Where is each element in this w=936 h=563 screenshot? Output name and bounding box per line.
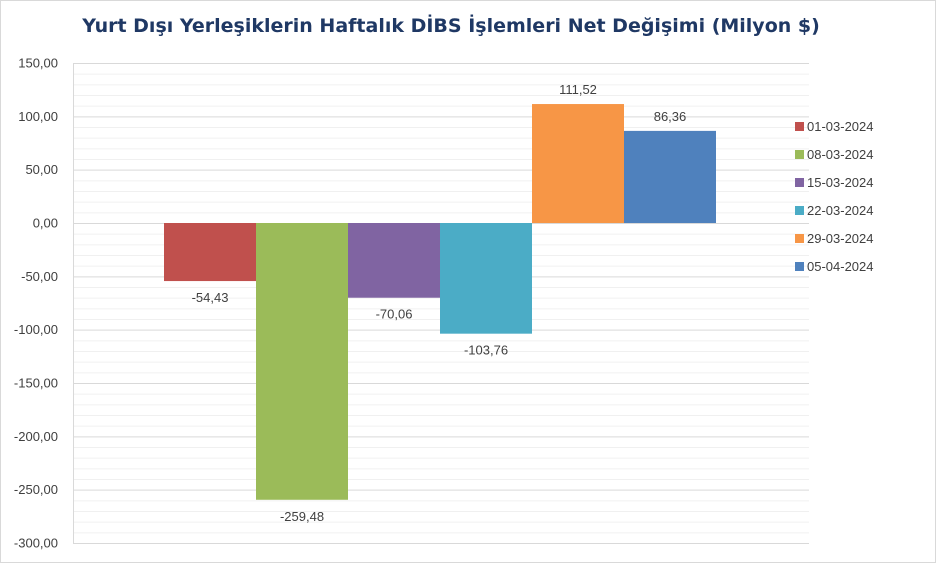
legend-swatch: [795, 178, 804, 187]
legend-label: 29-03-2024: [807, 231, 874, 246]
data-label: 86,36: [654, 109, 687, 124]
legend-label: 01-03-2024: [807, 119, 874, 134]
y-tick-label: -150,00: [14, 376, 58, 391]
y-tick-label: -300,00: [14, 536, 58, 551]
bar-29-03-2024: [532, 104, 624, 223]
chart-title: Yurt Dışı Yerleşiklerin Haftalık DİBS İş…: [82, 15, 820, 37]
legend-label: 22-03-2024: [807, 203, 874, 218]
y-tick-label: 50,00: [25, 162, 58, 177]
data-label: -70,06: [376, 307, 413, 322]
data-label: -54,43: [192, 290, 229, 305]
data-label: -259,48: [280, 509, 324, 524]
y-tick-label: -250,00: [14, 482, 58, 497]
data-label: 111,52: [559, 82, 597, 97]
bar-22-03-2024: [440, 223, 532, 334]
bar-15-03-2024: [348, 223, 440, 298]
legend-swatch: [795, 262, 804, 271]
legend-swatch: [795, 206, 804, 215]
y-tick-label: -100,00: [14, 322, 58, 337]
bar-01-03-2024: [164, 223, 256, 282]
legend-swatch: [795, 150, 804, 159]
y-tick-label: -50,00: [21, 269, 58, 284]
legend-label: 08-03-2024: [807, 147, 874, 162]
bar-08-03-2024: [256, 223, 348, 500]
y-tick-label: -200,00: [14, 429, 58, 444]
y-tick-label: 100,00: [18, 109, 58, 124]
legend-swatch: [795, 234, 804, 243]
legend-label: 05-04-2024: [807, 259, 874, 274]
legend-swatch: [795, 122, 804, 131]
bar-05-04-2024: [624, 130, 716, 223]
data-label: -103,76: [464, 343, 508, 358]
y-tick-label: 150,00: [18, 56, 58, 71]
legend-label: 15-03-2024: [807, 175, 874, 190]
y-tick-label: 0,00: [33, 216, 58, 231]
